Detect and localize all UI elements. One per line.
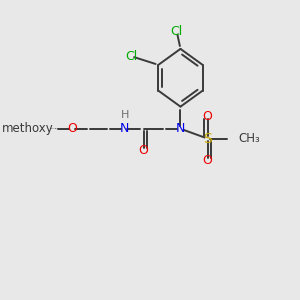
Text: Cl: Cl [125, 50, 137, 63]
Text: methoxy: methoxy [55, 128, 61, 129]
Text: CH₃: CH₃ [238, 132, 260, 145]
Text: N: N [176, 122, 185, 135]
Text: methoxy: methoxy [51, 128, 57, 129]
Text: methoxy: methoxy [54, 118, 115, 132]
Text: methoxy: methoxy [53, 118, 114, 132]
Text: O: O [68, 122, 77, 135]
Text: O: O [202, 154, 212, 167]
Text: Cl: Cl [171, 25, 183, 38]
Text: methoxy: methoxy [54, 118, 115, 132]
Text: H: H [121, 110, 129, 120]
Text: O: O [139, 144, 148, 158]
Text: S: S [203, 132, 212, 145]
Text: methoxy: methoxy [2, 122, 54, 135]
Text: N: N [119, 122, 129, 135]
Text: O: O [202, 110, 212, 123]
